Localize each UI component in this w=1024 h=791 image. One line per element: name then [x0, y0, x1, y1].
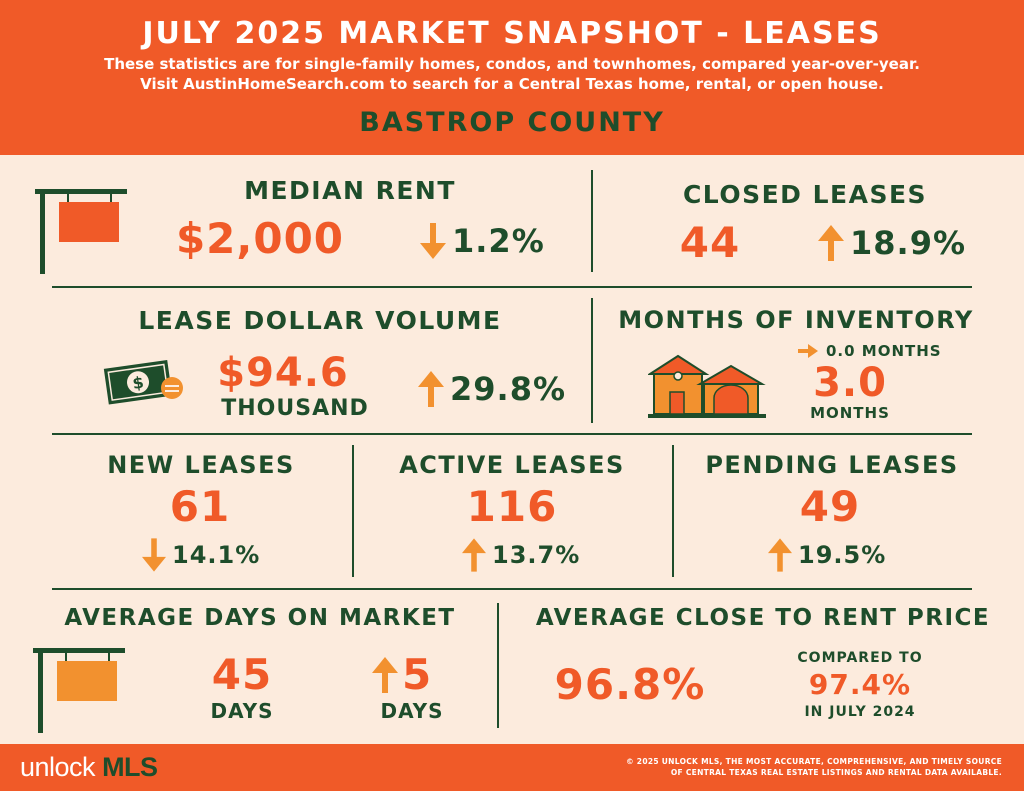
avg-days-on-market-unit: DAYS [210, 699, 274, 723]
lease-dollar-volume-change-value: 29.8% [450, 370, 567, 408]
subtitle-line-2: Visit AustinHomeSearch.com to search for… [140, 75, 884, 93]
lease-dollar-volume-value: $94.6 [217, 350, 349, 396]
header-banner: JULY 2025 MARKET SNAPSHOT - LEASES These… [0, 0, 1024, 155]
avg-days-on-market-change-unit: DAYS [380, 699, 444, 723]
divider-row-1 [52, 286, 972, 288]
avg-days-on-market-change-value: 5 [402, 650, 433, 699]
pending-leases-change: 19.5% [768, 538, 886, 572]
avg-close-to-rent-label: AVERAGE CLOSE TO RENT PRICE [535, 605, 991, 631]
house-icon [648, 352, 766, 418]
subtitle-line-1: These statistics are for single-family h… [104, 55, 920, 73]
median-rent-value: $2,000 [175, 214, 345, 263]
closed-leases-change-value: 18.9% [850, 224, 967, 262]
new-leases-change: 14.1% [142, 538, 260, 572]
compare-label: COMPARED TO [797, 650, 923, 666]
arrow-up-icon [462, 538, 486, 572]
active-leases-change-value: 13.7% [492, 541, 581, 569]
new-leases-value: 61 [169, 482, 231, 531]
median-rent-change-value: 1.2% [452, 222, 545, 260]
arrow-down-icon [420, 223, 446, 259]
avg-days-on-market-change: 5 [372, 650, 432, 699]
money-bill-icon: $ [100, 356, 190, 408]
divider-col-r4 [497, 603, 499, 728]
compare-value: 97.4% [808, 668, 912, 701]
footer-banner: unlock MLS © 2025 UNLOCK MLS, THE MOST A… [0, 744, 1024, 791]
arrow-up-icon [818, 225, 844, 261]
divider-col-r3a [352, 445, 354, 577]
pending-leases-label: PENDING LEASES [705, 451, 959, 479]
arrow-up-icon [768, 538, 792, 572]
copyright-text: © 2025 UNLOCK MLS, THE MOST ACCURATE, CO… [626, 757, 1002, 777]
divider-col-r1 [591, 170, 593, 272]
avg-close-to-rent-value: 96.8% [554, 660, 706, 709]
svg-text:$: $ [131, 373, 145, 393]
arrow-up-icon [372, 656, 398, 693]
arrow-up-icon [418, 371, 444, 407]
lease-dollar-volume-unit: THOUSAND [221, 396, 369, 421]
pending-leases-value: 49 [799, 482, 861, 531]
active-leases-label: ACTIVE LEASES [399, 451, 625, 479]
divider-col-r3b [672, 445, 674, 577]
lease-dollar-volume-label: LEASE DOLLAR VOLUME [138, 306, 502, 335]
lease-dollar-volume-change: 29.8% [418, 370, 566, 408]
compare-period: IN JULY 2024 [804, 704, 916, 720]
active-leases-change: 13.7% [462, 538, 580, 572]
new-leases-label: NEW LEASES [107, 451, 295, 479]
months-of-inventory-change: 0.0 MONTHS [798, 342, 942, 360]
arrow-down-icon [142, 538, 166, 572]
pending-leases-change-value: 19.5% [798, 541, 887, 569]
arrow-right-icon [798, 344, 818, 358]
page-title: JULY 2025 MARKET SNAPSHOT - LEASES [142, 16, 882, 51]
avg-days-on-market-label: AVERAGE DAYS ON MARKET [64, 605, 456, 631]
county-name: BASTROP COUNTY [359, 107, 665, 138]
divider-row-2 [52, 433, 972, 435]
active-leases-value: 116 [466, 482, 558, 531]
months-of-inventory-label: MONTHS OF INVENTORY [618, 306, 974, 334]
closed-leases-change: 18.9% [818, 224, 966, 262]
months-of-inventory-unit: MONTHS [810, 404, 890, 422]
closed-leases-value: 44 [679, 218, 741, 267]
avg-days-on-market-value: 45 [211, 650, 273, 699]
median-rent-label: MEDIAN RENT [244, 176, 456, 205]
unlock-mls-logo: unlock MLS [20, 752, 158, 782]
hanging-sign-icon [35, 184, 127, 274]
months-of-inventory-change-value: 0.0 MONTHS [826, 342, 942, 360]
months-of-inventory-value: 3.0 [813, 360, 887, 406]
closed-leases-label: CLOSED LEASES [682, 180, 928, 209]
divider-col-r2 [591, 298, 593, 423]
hanging-sign-icon [33, 643, 125, 733]
divider-row-3 [52, 588, 972, 590]
new-leases-change-value: 14.1% [172, 541, 261, 569]
median-rent-change: 1.2% [420, 222, 545, 260]
